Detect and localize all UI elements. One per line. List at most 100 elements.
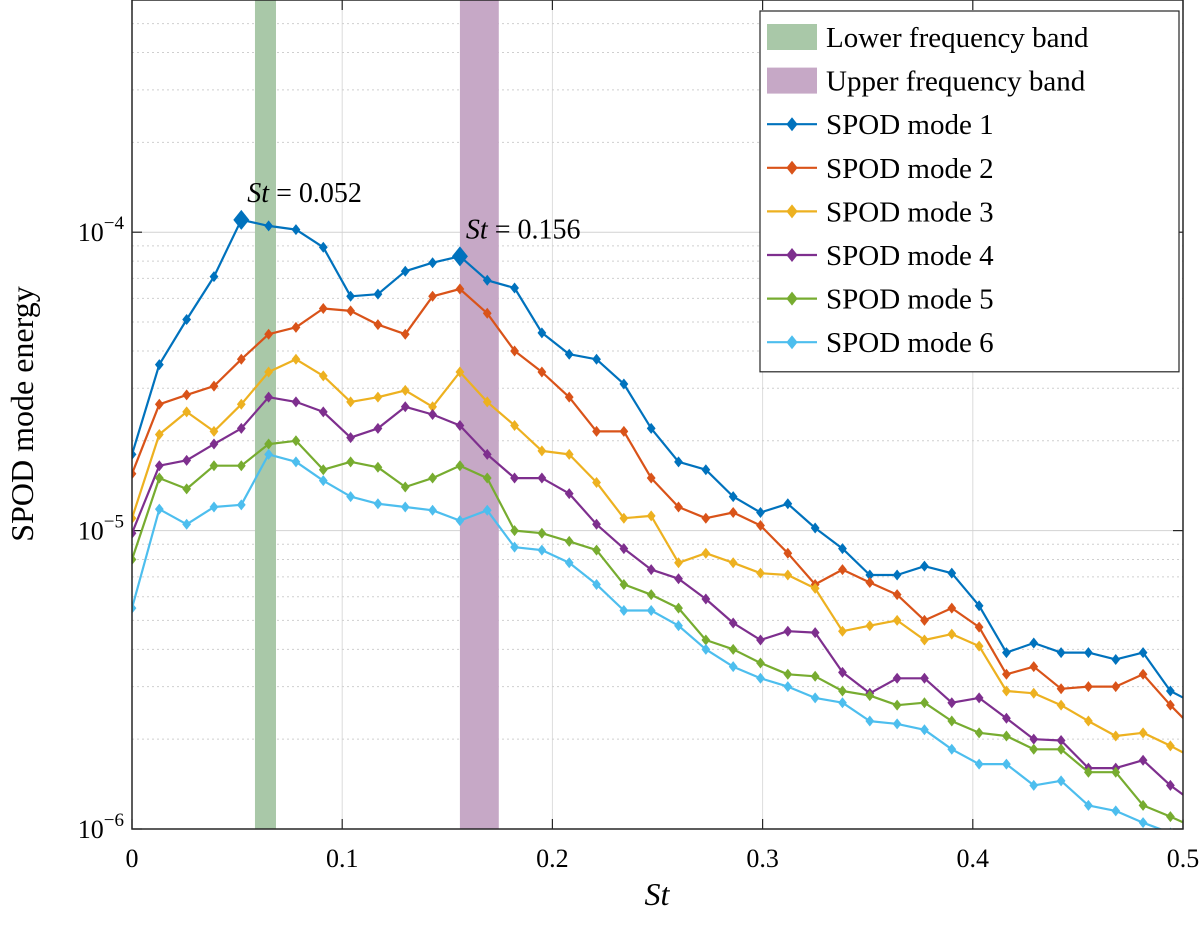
data-point	[537, 544, 547, 556]
data-point	[291, 224, 301, 236]
data-point	[974, 727, 984, 739]
legend-label: SPOD mode 3	[826, 196, 994, 228]
data-point	[1111, 766, 1121, 778]
data-point	[264, 366, 274, 378]
data-point	[428, 504, 437, 516]
data-point	[537, 445, 547, 457]
data-point	[291, 435, 301, 447]
data-point	[728, 661, 738, 673]
data-point	[1138, 754, 1148, 766]
data-point	[701, 512, 711, 524]
data-point	[1002, 647, 1011, 659]
data-point	[318, 303, 328, 315]
data-point	[400, 481, 410, 493]
data-point	[756, 657, 765, 669]
data-point	[1193, 824, 1202, 835]
data-point	[455, 420, 465, 432]
data-point	[428, 401, 437, 413]
data-point	[373, 498, 383, 510]
data-point	[182, 483, 192, 495]
x-tick-label: 0.4	[957, 844, 990, 873]
data-point	[264, 448, 274, 460]
data-point	[619, 578, 629, 590]
annotation-var: St	[247, 178, 270, 209]
data-point	[810, 582, 820, 594]
data-point	[920, 697, 929, 709]
data-point	[236, 422, 246, 434]
data-point	[674, 501, 683, 513]
data-point	[455, 366, 465, 378]
series-1	[132, 214, 1202, 711]
data-point	[1138, 727, 1148, 739]
legend-box	[759, 10, 1180, 373]
data-point	[209, 501, 219, 513]
data-point	[592, 353, 601, 365]
data-point	[619, 512, 629, 524]
data-point	[1165, 779, 1175, 791]
data-point	[400, 501, 410, 513]
data-point	[1056, 743, 1066, 755]
data-point	[838, 543, 847, 555]
data-point	[1002, 730, 1011, 742]
data-point	[264, 438, 274, 450]
data-point	[947, 715, 957, 727]
data-point	[132, 602, 137, 614]
data-point	[1002, 685, 1011, 697]
data-point	[182, 518, 192, 530]
data-point	[592, 425, 601, 437]
data-point	[1056, 647, 1066, 659]
data-point	[728, 617, 738, 629]
data-point	[132, 448, 137, 460]
data-point	[400, 328, 410, 340]
data-point	[1193, 700, 1202, 711]
data-point	[564, 391, 574, 403]
data-point	[564, 348, 574, 360]
data-point	[537, 366, 547, 378]
data-point	[1111, 805, 1121, 817]
data-point	[783, 681, 793, 693]
data-point	[646, 510, 656, 522]
data-point	[154, 398, 164, 410]
data-point	[619, 425, 629, 437]
data-point	[646, 422, 656, 434]
data-point	[428, 257, 437, 269]
legend-marker	[786, 335, 798, 350]
data-point	[482, 472, 492, 484]
data-point	[455, 515, 465, 527]
series-layer	[132, 214, 1202, 835]
data-point	[974, 692, 984, 704]
data-point	[892, 614, 902, 626]
data-point	[783, 569, 793, 581]
data-point	[154, 359, 164, 371]
data-point	[182, 406, 192, 418]
data-point	[592, 578, 601, 590]
data-point	[838, 697, 847, 709]
data-point	[182, 454, 192, 466]
data-point	[1002, 712, 1011, 724]
frequency-band	[459, 0, 499, 829]
data-point	[974, 600, 984, 612]
data-point	[1084, 799, 1093, 811]
data-point	[1111, 730, 1121, 742]
data-point	[865, 569, 875, 581]
data-point	[592, 476, 601, 488]
data-point	[209, 271, 219, 283]
data-point	[132, 512, 137, 524]
data-point	[1029, 779, 1039, 791]
x-tick-label: 0.1	[326, 844, 359, 873]
data-point	[974, 640, 984, 652]
data-point	[810, 670, 820, 682]
legend-marker	[786, 117, 798, 132]
data-point	[291, 396, 301, 408]
data-point	[318, 475, 328, 487]
data-point	[510, 541, 519, 553]
data-point	[701, 593, 711, 605]
data-point	[209, 438, 219, 450]
data-point	[564, 488, 574, 500]
data-point	[810, 627, 820, 639]
tick-labels: 0 0.1 0.2 0.3 0.4 0.510−610−510−4	[78, 213, 1199, 873]
data-point	[1056, 699, 1066, 711]
data-point	[865, 576, 875, 588]
data-point	[1165, 811, 1175, 823]
